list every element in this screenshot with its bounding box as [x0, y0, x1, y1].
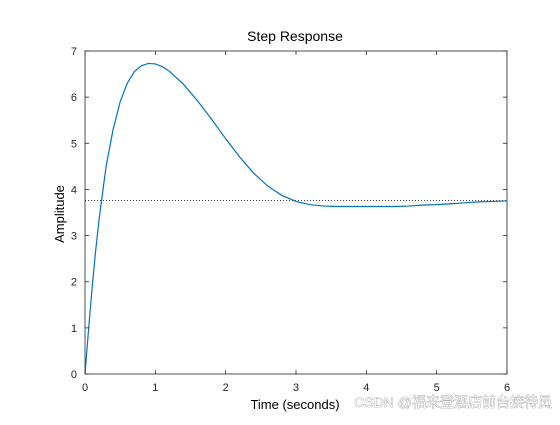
x-axis: 0 1 2 3 4 5 6 [82, 51, 510, 394]
y-tick-label: 7 [71, 46, 77, 58]
watermark-text: CSDN @福来登酒店前台接待员 [354, 394, 552, 410]
series-line-step-response [84, 62, 508, 375]
y-axis: 0 1 2 3 4 5 6 7 [71, 46, 507, 381]
x-tick-label: 3 [293, 382, 299, 394]
y-tick-label: 2 [71, 277, 77, 289]
y-tick-label: 3 [71, 231, 77, 243]
y-axis-label: Amplitude [52, 185, 67, 243]
y-tick-label: 6 [71, 92, 77, 104]
plot-area [84, 50, 508, 375]
x-tick-label: 5 [434, 382, 440, 394]
chart-title: Step Response [247, 28, 343, 44]
x-tick-label: 6 [504, 382, 510, 394]
x-tick-label: 0 [82, 382, 88, 394]
x-tick-label: 4 [363, 382, 369, 394]
y-tick-label: 1 [71, 323, 77, 335]
y-tick-label: 5 [71, 138, 77, 150]
y-tick-label: 4 [71, 184, 77, 196]
x-tick-label: 1 [152, 382, 158, 394]
x-axis-label: Time (seconds) [250, 397, 339, 412]
y-tick-label: 0 [71, 369, 77, 381]
x-tick-label: 2 [223, 382, 229, 394]
